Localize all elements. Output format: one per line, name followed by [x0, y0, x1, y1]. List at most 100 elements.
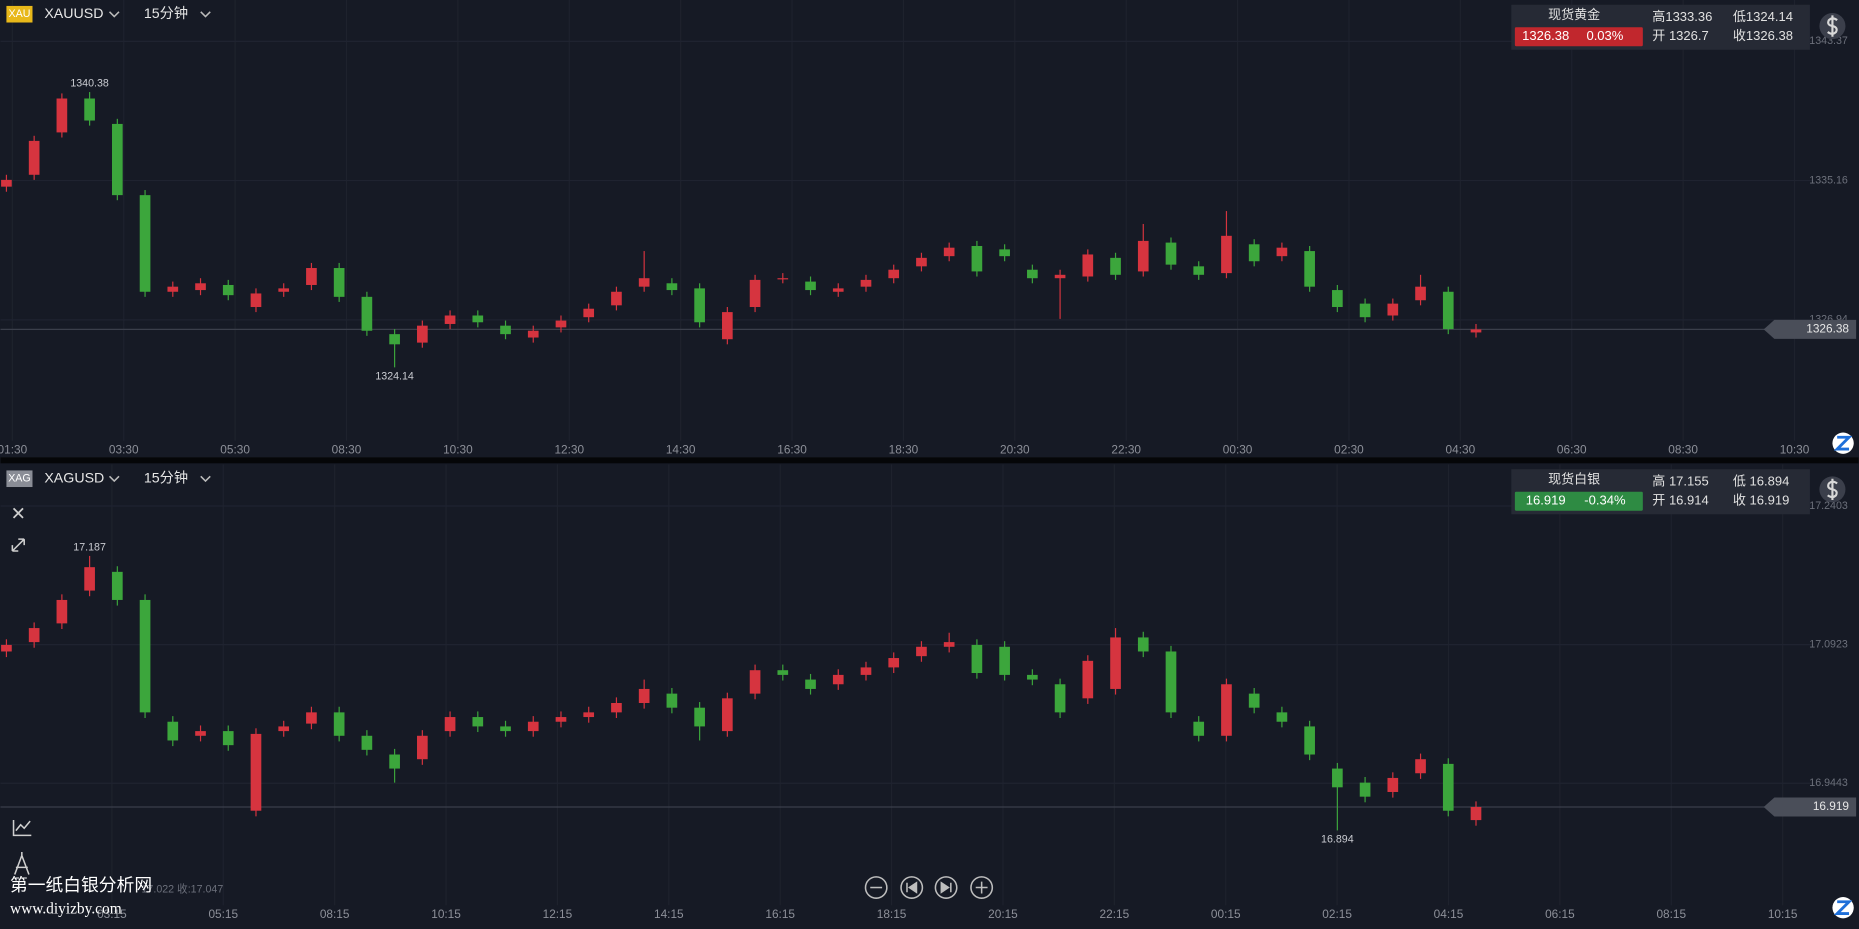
- candle-body: [361, 296, 373, 331]
- candle-body: [444, 717, 456, 732]
- candle-body: [611, 291, 622, 306]
- candle-body: [28, 628, 40, 643]
- zoom-out-button[interactable]: [864, 876, 888, 899]
- candle-body: [1415, 286, 1426, 301]
- x-tick-label: 06:30: [1557, 442, 1587, 456]
- change-box: [1514, 491, 1643, 511]
- candle-body: [1248, 244, 1260, 262]
- interval[interactable]: 15分钟: [144, 5, 188, 22]
- indicator-button[interactable]: [12, 819, 32, 837]
- x-tick-label: 22:30: [1111, 442, 1141, 456]
- candle-body: [250, 293, 262, 308]
- ohlc-hint: 17.022 收:17.047: [142, 883, 224, 896]
- candle-body: [139, 195, 151, 292]
- x-tick-label: 22:15: [1100, 907, 1130, 921]
- candle-body: [333, 712, 345, 736]
- candle-body: [860, 279, 872, 287]
- x-tick-label: 00:30: [1223, 442, 1253, 456]
- candle-body: [638, 688, 650, 703]
- x-tick-label: 10:30: [1780, 442, 1810, 456]
- candle-body: [1082, 660, 1094, 699]
- candle-body: [444, 315, 456, 324]
- candle-body: [1304, 251, 1315, 287]
- divider: [0, 457, 1859, 464]
- interval[interactable]: 15分钟: [144, 469, 188, 486]
- candle-body: [1082, 254, 1094, 277]
- candle-body: [1027, 674, 1038, 680]
- candle-body: [1304, 726, 1315, 755]
- logo: [1832, 897, 1854, 919]
- candle-body: [278, 288, 290, 292]
- info-open: 开 1326.7: [1652, 28, 1708, 43]
- candle-body: [56, 599, 68, 624]
- candle-body: [472, 717, 484, 727]
- x-tick-label: 04:30: [1446, 442, 1476, 456]
- y-tick-label: 1335.16: [1809, 174, 1848, 186]
- candle-body: [56, 98, 68, 133]
- x-tick-label: 05:15: [208, 907, 238, 921]
- y-tick-label: 17.2403: [1809, 500, 1848, 512]
- candle-body: [417, 325, 428, 343]
- info-low: 低 16.894: [1733, 474, 1789, 489]
- scroll-start-button[interactable]: [900, 876, 924, 899]
- info-close: 收 16.919: [1733, 493, 1789, 508]
- candle-body: [888, 658, 900, 668]
- expand-button[interactable]: [11, 538, 25, 552]
- extreme-label: 17.187: [73, 541, 106, 553]
- dropdown-arrow[interactable]: [108, 11, 120, 18]
- candle-body: [1110, 637, 1121, 689]
- candle-body: [333, 268, 345, 297]
- candle-body: [583, 712, 595, 718]
- candle-body: [666, 283, 678, 291]
- last-price-label: 1326.38: [1806, 322, 1849, 336]
- candle-body: [583, 308, 595, 318]
- x-tick-label: 03:15: [97, 907, 127, 921]
- x-tick-label: 08:15: [320, 907, 350, 921]
- candle-body: [1165, 242, 1177, 265]
- y-tick-label: 1343.37: [1809, 35, 1848, 47]
- last-price-tag: [1763, 319, 1857, 339]
- info-change: 0.03%: [1586, 28, 1623, 43]
- draw-tool-button[interactable]: [13, 851, 30, 875]
- symbol[interactable]: XAGUSD: [44, 470, 104, 486]
- candle-body: [1027, 269, 1038, 279]
- symbol[interactable]: XAUUSD: [44, 6, 103, 22]
- zoom-in-button[interactable]: [970, 876, 994, 899]
- dropdown-arrow[interactable]: [200, 11, 211, 18]
- scroll-end-button[interactable]: [934, 876, 958, 899]
- candle-body: [222, 284, 234, 296]
- watermark-title: 第一纸白银分析网: [10, 875, 152, 895]
- last-price-tag: [1763, 797, 1857, 817]
- candle-body: [1165, 651, 1177, 713]
- info-last: 16.919: [1526, 493, 1566, 508]
- currency-button[interactable]: [1819, 13, 1846, 40]
- y-tick-label: 17.0923: [1809, 638, 1848, 650]
- candle-body: [1332, 768, 1343, 788]
- symbol-icon: [6, 470, 33, 488]
- candle-body: [694, 707, 705, 727]
- info-high: 高1333.36: [1652, 9, 1712, 24]
- x-tick-label: 16:15: [765, 907, 795, 921]
- candle-body: [1387, 303, 1399, 316]
- candle-body: [1470, 329, 1482, 333]
- candle-body: [555, 717, 567, 722]
- dropdown-arrow[interactable]: [108, 475, 120, 483]
- candle-body: [28, 140, 40, 175]
- candle-body: [1276, 247, 1288, 257]
- candle-body: [1137, 240, 1149, 272]
- candle-body: [694, 288, 705, 323]
- x-tick-label: 16:30: [777, 442, 807, 456]
- candle-body: [84, 567, 95, 591]
- candle-body: [749, 279, 761, 308]
- candle-body: [500, 325, 511, 335]
- info-name: 现货黄金: [1548, 7, 1600, 22]
- extreme-label: 1324.14: [375, 371, 414, 383]
- currency-button[interactable]: [1819, 476, 1846, 503]
- candle-body: [1193, 721, 1205, 736]
- dropdown-arrow[interactable]: [200, 475, 211, 483]
- x-tick-label: 08:15: [1656, 907, 1686, 921]
- symbol-icon: [6, 5, 33, 23]
- candle-body: [167, 721, 179, 741]
- close-button[interactable]: [12, 507, 24, 519]
- x-tick-label: 01:30: [0, 442, 28, 456]
